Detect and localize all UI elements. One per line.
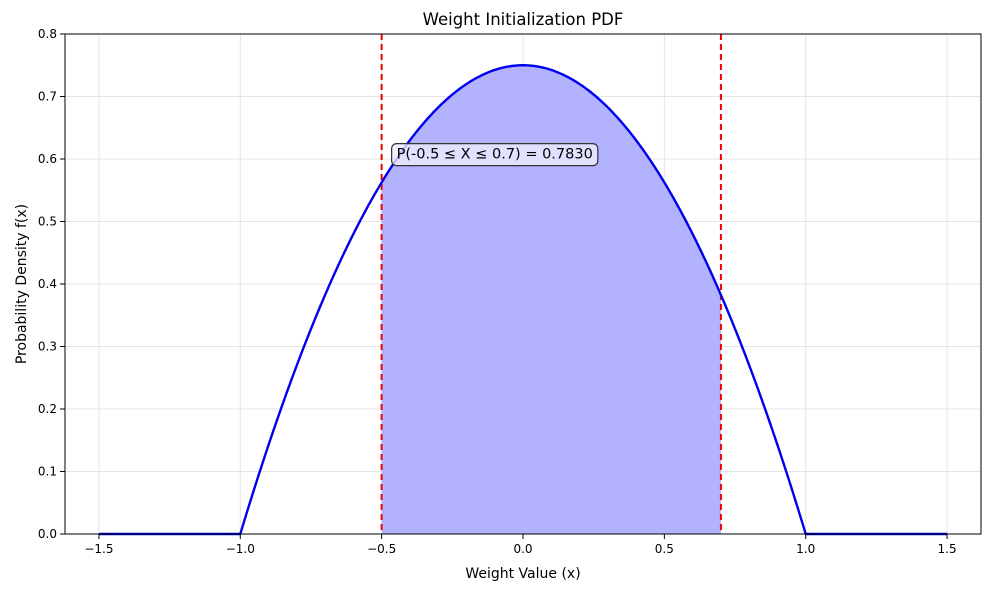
x-tick-label: 1.0: [796, 542, 815, 556]
y-tick-label: 0.2: [38, 402, 57, 416]
y-tick-label: 0.0: [38, 527, 57, 541]
x-tick-label: −1.5: [84, 542, 113, 556]
x-tick-label: −1.0: [226, 542, 255, 556]
x-tick-label: 0.5: [655, 542, 674, 556]
x-tick-label: −0.5: [367, 542, 396, 556]
y-tick-label: 0.7: [38, 90, 57, 104]
annotation: P(-0.5 ≤ X ≤ 0.7) = 0.7830: [391, 143, 599, 167]
x-tick-label: 0.0: [513, 542, 532, 556]
chart-title: Weight Initialization PDF: [423, 10, 624, 29]
y-tick-label: 0.6: [38, 152, 57, 166]
shaded-area: [381, 65, 721, 534]
y-axis-ticks: 0.0 0.1 0.2 0.3 0.4 0.5 0.6 0.7 0.8: [38, 27, 65, 541]
y-tick-label: 0.1: [38, 465, 57, 479]
bound-lines: [380, 34, 722, 534]
x-axis-title: Weight Value (x): [465, 566, 580, 582]
y-tick-label: 0.5: [38, 215, 57, 229]
y-tick-label: 0.4: [38, 277, 57, 291]
y-axis-title: Probability Density f(x): [14, 204, 30, 364]
annotation-text: P(-0.5 ≤ X ≤ 0.7) = 0.7830: [397, 147, 593, 163]
x-tick-label: 1.5: [938, 542, 957, 556]
shaded-probability-area: [381, 65, 721, 534]
y-tick-label: 0.3: [38, 340, 57, 354]
y-tick-label: 0.8: [38, 27, 57, 41]
x-axis-ticks: −1.5 −1.0 −0.5 0.0 0.5 1.0 1.5: [84, 534, 957, 556]
annotation-box: [391, 143, 599, 167]
